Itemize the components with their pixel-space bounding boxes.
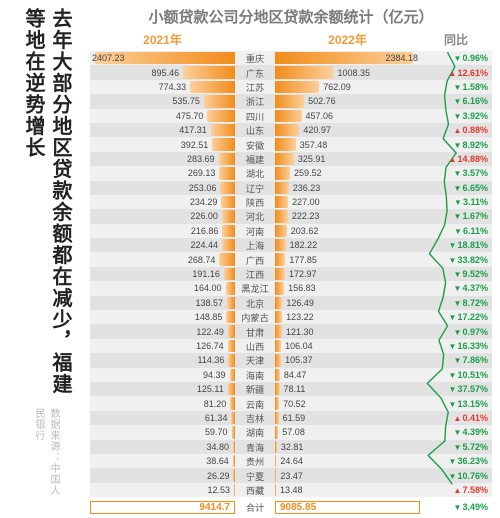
table-row: 269.13湖北259.52▼3.57% — [90, 166, 492, 180]
table-row: 164.00黑龙江156.83▼4.37% — [90, 281, 492, 295]
table-row: 226.00河北222.23▼1.67% — [90, 209, 492, 223]
table-row: 392.51安徽357.48▼8.92% — [90, 137, 492, 151]
table-row: 253.06辽宁236.23▼6.65% — [90, 181, 492, 195]
table-row: 224.44上海182.22▼18.81% — [90, 238, 492, 252]
table-row: 535.75浙江502.76▼6.16% — [90, 94, 492, 108]
table-row: 475.70四川457.06▼3.92% — [90, 109, 492, 123]
header-2021: 2021年 — [90, 31, 235, 48]
table-row: 114.36天津105.37▼7.86% — [90, 353, 492, 367]
header-2022: 2022年 — [275, 31, 420, 48]
table-row: 81.20云南70.52▼13.15% — [90, 396, 492, 410]
table-row: 122.49甘肃121.30▼0.97% — [90, 324, 492, 338]
total-label: 合计 — [235, 500, 275, 514]
table-row: 61.34吉林61.59▲0.41% — [90, 411, 492, 425]
headline: 去年大部分地区贷款余额都在减少，福建等地在逆势增长 — [19, 8, 73, 408]
header-change: 同比 — [420, 31, 492, 48]
table-row: 26.29宁夏23.47▼10.76% — [90, 468, 492, 482]
table-row: 12.53西藏13.48▲7.58% — [90, 483, 492, 497]
chart-rows: 2407.23重庆2384.18▼0.96%895.46广东1008.35▲12… — [90, 51, 492, 497]
total-2022: 9085.85 — [275, 501, 420, 514]
totals-row: 9414.7 合计 9085.85 ▼3.49% — [90, 499, 492, 515]
source-credit: 数据来源：中国人民银行 — [31, 408, 61, 498]
table-row: 94.39海南84.47▼10.51% — [90, 368, 492, 382]
sidebar: 去年大部分地区贷款余额都在减少，福建等地在逆势增长 数据来源：中国人民银行 — [0, 0, 88, 518]
chart-header: 2021年 2022年 同比 — [90, 31, 492, 48]
table-row: 774.33江苏762.09▼1.58% — [90, 80, 492, 94]
table-row: 283.69福建325.91▲14.88% — [90, 152, 492, 166]
chart-title: 小额贷款公司分地区贷款余额统计（亿元） — [90, 6, 492, 27]
table-row: 216.86河南203.62▼6.11% — [90, 224, 492, 238]
table-row: 59.70湖南57.08▼4.39% — [90, 425, 492, 439]
table-row: 148.85内蒙古123.22▼17.22% — [90, 310, 492, 324]
table-row: 268.74广西177.85▼33.82% — [90, 252, 492, 266]
table-row: 34.80青海32.81▼5.72% — [90, 440, 492, 454]
table-row: 895.46广东1008.35▲12.61% — [90, 65, 492, 79]
total-2021: 9414.7 — [90, 501, 235, 514]
table-row: 138.57北京126.49▼8.72% — [90, 296, 492, 310]
total-change: ▼3.49% — [420, 502, 492, 512]
table-row: 191.16江西172.97▼9.52% — [90, 267, 492, 281]
table-row: 2407.23重庆2384.18▼0.96% — [90, 51, 492, 65]
table-row: 126.74山西106.04▼16.33% — [90, 339, 492, 353]
table-row: 234.29陕西227.00▼3.11% — [90, 195, 492, 209]
table-row: 417.31山东420.97▲0.88% — [90, 123, 492, 137]
chart-area: 小额贷款公司分地区贷款余额统计（亿元） 2021年 2022年 同比 2407.… — [88, 0, 500, 518]
table-row: 125.11新疆78.11▼37.57% — [90, 382, 492, 396]
table-row: 38.64贵州24.64▼36.23% — [90, 454, 492, 468]
